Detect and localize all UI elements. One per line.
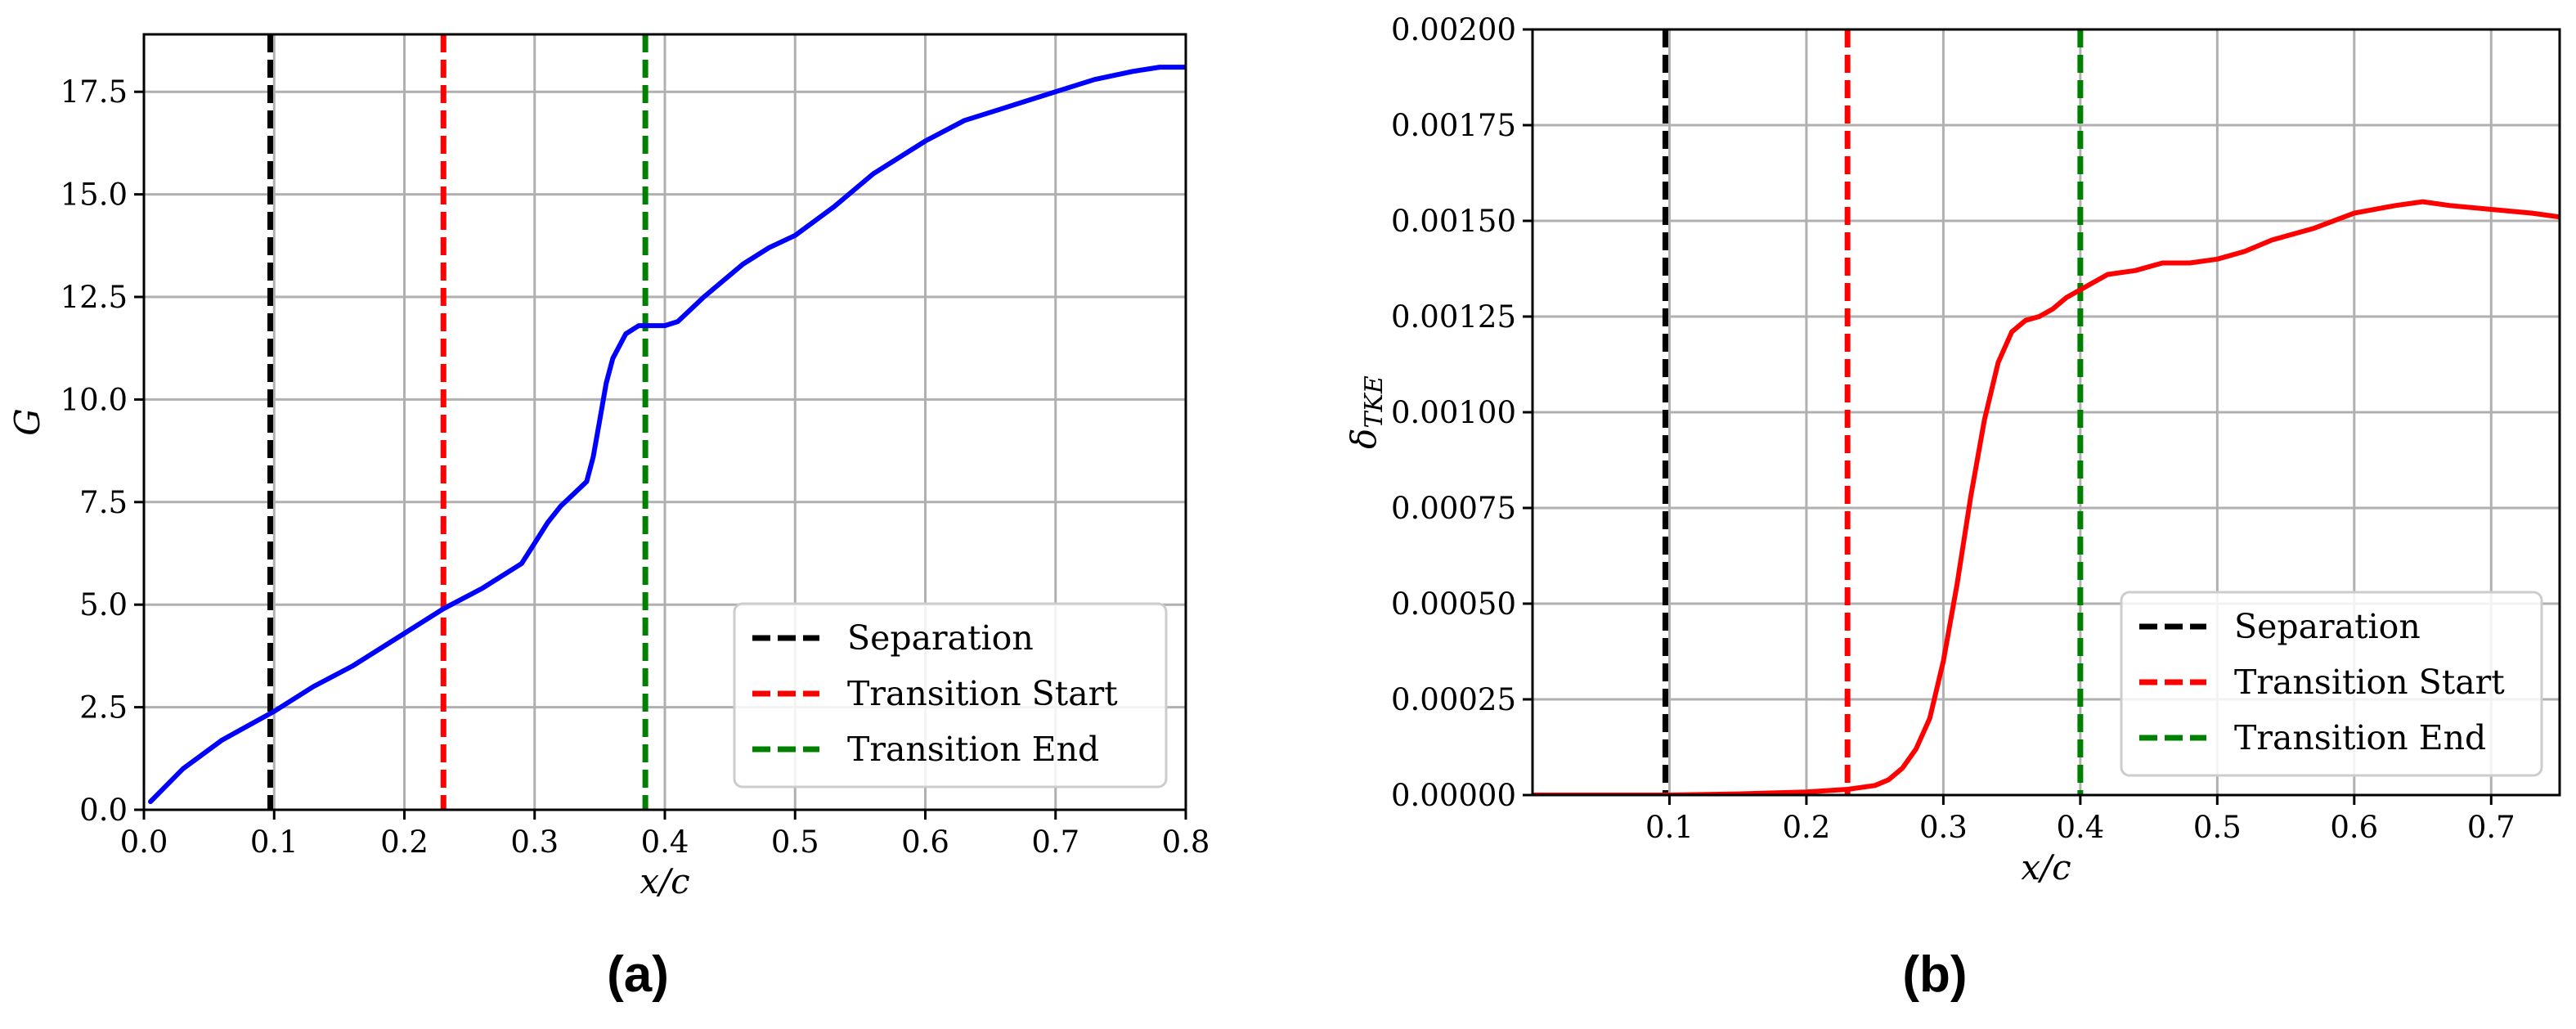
- x-tick-label: 0.1: [1645, 810, 1694, 845]
- y-tick-label: 0.0: [79, 793, 128, 828]
- legend: Separation Transition Start Transition End: [733, 602, 1168, 789]
- x-axis-label: x/c: [640, 861, 689, 901]
- x-tick-label: 0.8: [1162, 825, 1210, 860]
- x-tick-label: 0.6: [2330, 810, 2378, 845]
- y-tick-label: 2.5: [79, 690, 128, 726]
- legend-label: Transition End: [847, 730, 1099, 769]
- y-axis-label: G: [7, 408, 47, 436]
- legend-label: Transition Start: [2234, 663, 2505, 702]
- y-tick-label: 0.00150: [1391, 204, 1516, 239]
- x-tick-label: 0.5: [2193, 810, 2242, 845]
- chart-panel-b: 0.1 0.2 0.3 0.4 0.5 0.6 0.7 0.00000 0.00025 0.000…: [1344, 12, 2561, 1003]
- y-tick-label: 10.0: [61, 382, 128, 417]
- legend-label: Transition End: [2234, 718, 2486, 757]
- x-tick-label: 0.4: [641, 825, 689, 860]
- x-tick-label: 0.6: [901, 825, 949, 860]
- panel-caption: (a): [607, 946, 669, 1003]
- x-tick-label: 0.3: [510, 825, 559, 860]
- y-tick-label: 0.00000: [1391, 778, 1516, 813]
- y-axis-label: δTKE: [1344, 375, 1389, 449]
- x-tick-label: 0.1: [250, 825, 298, 860]
- x-tick-label: 0.2: [1783, 810, 1831, 845]
- y-tick-label: 0.00125: [1391, 299, 1516, 335]
- x-tick-label: 0.7: [1031, 825, 1079, 860]
- grid: [142, 34, 1187, 811]
- legend-box: [733, 602, 1168, 789]
- x-tick-label: 0.2: [380, 825, 429, 860]
- x-tick-label: 0.5: [771, 825, 819, 860]
- y-tick-label: 0.00100: [1391, 395, 1516, 430]
- x-tick-label: 0.0: [120, 825, 168, 860]
- y-tick-label: 0.00175: [1391, 108, 1516, 143]
- chart-panel-a: 0.0 0.1 0.2 0.3 0.4 0.5 0.6 0.7 0.8 0.0 2.5 5.0 7.5 1…: [7, 33, 1210, 1003]
- y-tick-label: 7.5: [79, 485, 128, 520]
- legend: Separation Transition Start Transition End: [2120, 591, 2543, 777]
- y-tick-label: 0.00200: [1391, 12, 1516, 47]
- y-tick-label: 0.00025: [1391, 682, 1516, 717]
- y-tick-label: 15.0: [61, 177, 128, 213]
- y-tick-label: 0.00050: [1391, 586, 1516, 622]
- y-tick-label: 0.00075: [1391, 491, 1516, 526]
- series-line: [148, 65, 1186, 804]
- x-tick-label: 0.3: [1919, 810, 1968, 845]
- x-tick-label: 0.4: [2056, 810, 2104, 845]
- y-tick-label: 5.0: [79, 587, 128, 622]
- y-tick-label: 12.5: [61, 280, 128, 315]
- legend-box: [2120, 591, 2543, 777]
- y-tick-label: 17.5: [61, 74, 128, 110]
- legend-label: Transition Start: [847, 674, 1118, 713]
- legend-label: Separation: [847, 618, 1034, 658]
- x-tick-label: 0.7: [2467, 810, 2515, 845]
- panel-caption: (b): [1902, 946, 1967, 1003]
- series-line: [1533, 199, 2560, 795]
- legend-label: Separation: [2234, 607, 2421, 646]
- x-axis-label: x/c: [2021, 847, 2071, 887]
